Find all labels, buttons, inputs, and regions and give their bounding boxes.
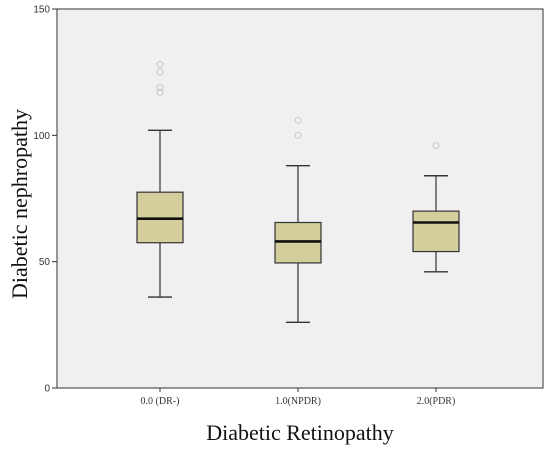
box-series <box>136 61 460 324</box>
y-axis-title: Diabetic nephropathy <box>7 109 32 299</box>
x-axis: 0.0 (DR-) 1.0(NPDR) 2.0(PDR) <box>141 388 456 407</box>
x-tick-label: 2.0(PDR) <box>417 396 456 407</box>
y-tick-label: 100 <box>33 131 50 142</box>
box-iqr <box>412 210 460 253</box>
y-tick-label: 0 <box>44 384 50 395</box>
outlier-point <box>294 116 302 124</box>
outlier-point <box>156 68 164 76</box>
box-group <box>412 141 460 273</box>
outlier-point <box>156 88 164 96</box>
outlier-point <box>432 141 440 149</box>
outlier-point <box>156 61 164 69</box>
box-group <box>274 116 322 324</box>
x-tick-label: 1.0(NPDR) <box>275 396 321 407</box>
y-axis: 0 50 100 150 <box>33 5 57 395</box>
outlier-point <box>294 131 302 139</box>
outlier-point <box>156 83 164 91</box>
x-axis-title: Diabetic Retinopathy <box>206 420 394 445</box>
x-tick-label: 0.0 (DR-) <box>141 396 180 407</box>
y-tick-label: 150 <box>33 5 50 16</box>
y-tick-label: 50 <box>39 257 51 268</box>
plot-area <box>56 8 544 389</box>
box-group <box>136 61 184 298</box>
